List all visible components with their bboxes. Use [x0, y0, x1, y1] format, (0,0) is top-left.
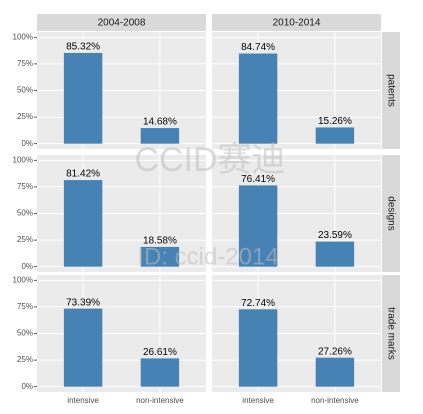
strip-background [382, 275, 400, 392]
bar [140, 358, 180, 387]
y-tick-label: 75% [17, 182, 33, 191]
x-tick-label: non-intensive [136, 396, 184, 405]
strip-background [382, 155, 400, 272]
watermark: CCID赛迪 [134, 141, 285, 179]
value-label: 23.59% [318, 230, 352, 241]
x-tick-label: intensive [242, 396, 274, 405]
bar [238, 53, 278, 144]
bar [238, 185, 278, 267]
value-label: 76.41% [241, 174, 275, 185]
bar [140, 128, 180, 144]
y-tick-label: 0% [21, 262, 33, 271]
bar [315, 241, 355, 267]
bar [238, 309, 278, 387]
bar [315, 357, 355, 387]
bar [63, 308, 103, 387]
row-strip-label: trade marks [385, 307, 396, 360]
bar [140, 246, 180, 267]
value-label: 15.26% [318, 116, 352, 127]
bar [63, 180, 103, 267]
row-strip-label: designs [385, 196, 396, 230]
strip-background [382, 32, 400, 149]
value-label: 27.26% [318, 346, 352, 357]
y-tick-label: 0% [21, 139, 33, 148]
value-label: 72.74% [241, 298, 275, 309]
column-strip-label: 2004-2008 [98, 18, 146, 29]
y-tick-label: 50% [17, 86, 33, 95]
y-tick-label: 50% [17, 329, 33, 338]
y-tick-label: 50% [17, 209, 33, 218]
strip-background [212, 14, 381, 31]
y-tick-label: 100% [13, 275, 33, 284]
column-strip-label: 2010-2014 [273, 18, 321, 29]
y-tick-label: 75% [17, 302, 33, 311]
row-strip-label: patents [385, 74, 396, 107]
value-label: 81.42% [66, 169, 100, 180]
value-label: 18.58% [143, 236, 177, 247]
value-label: 73.39% [66, 297, 100, 308]
value-label: 84.74% [241, 42, 275, 53]
bar [63, 52, 103, 144]
y-tick-label: 0% [21, 382, 33, 391]
y-tick-label: 25% [17, 112, 33, 121]
y-tick-label: 100% [13, 32, 33, 41]
strip-background [37, 14, 206, 31]
x-tick-label: intensive [67, 396, 99, 405]
y-tick-label: 100% [13, 155, 33, 164]
y-tick-label: 25% [17, 355, 33, 364]
value-label: 85.32% [66, 42, 100, 53]
bar [315, 127, 355, 144]
x-tick-label: non-intensive [311, 396, 359, 405]
value-label: 26.61% [143, 347, 177, 358]
y-tick-label: 25% [17, 235, 33, 244]
y-tick-label: 75% [17, 59, 33, 68]
watermark: ID: ccid-2014 [137, 243, 278, 270]
value-label: 14.68% [143, 117, 177, 128]
